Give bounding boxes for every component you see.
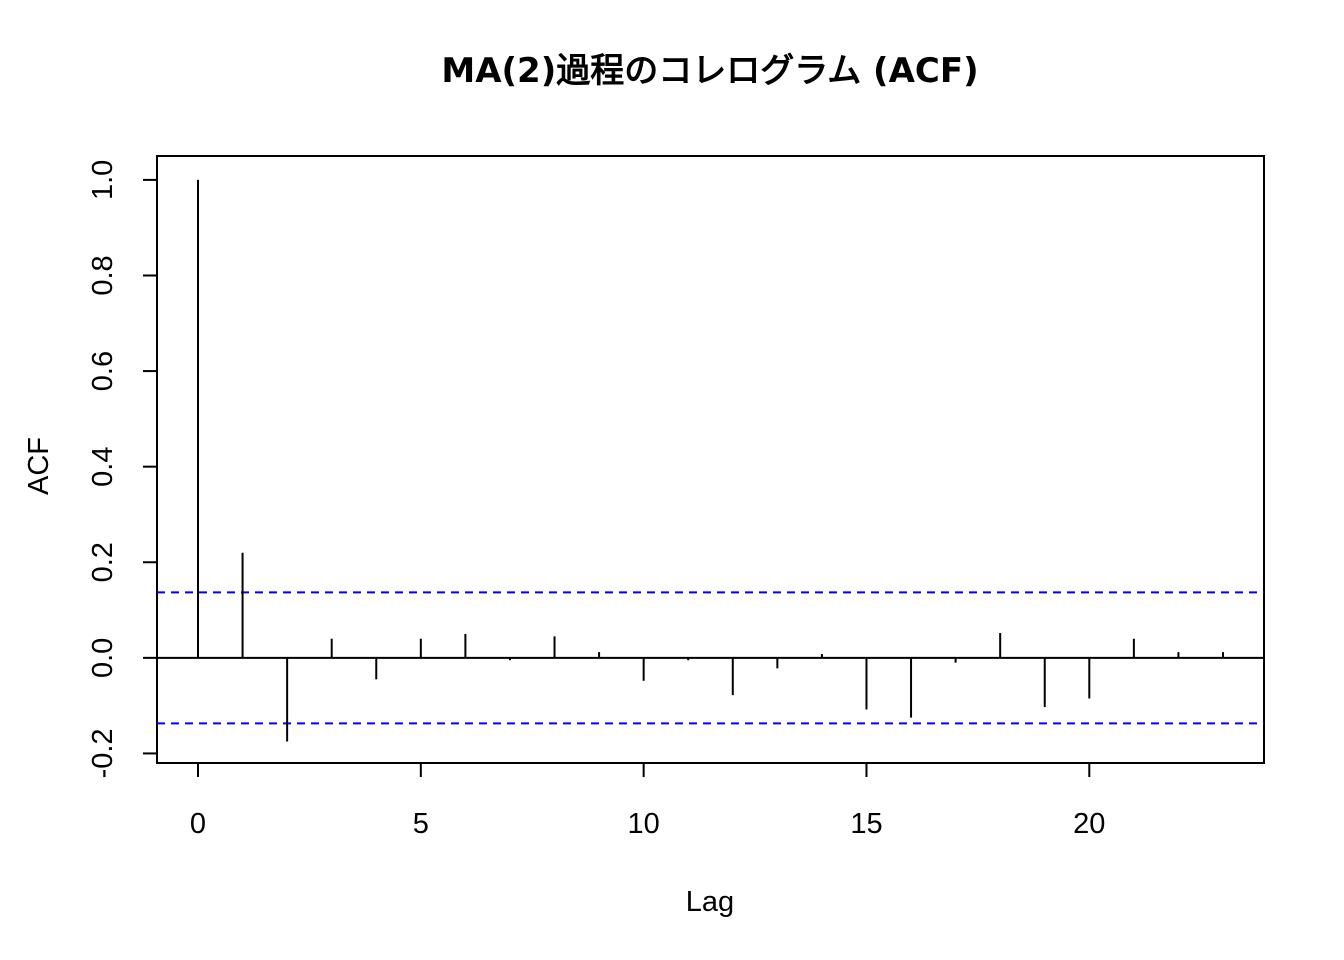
y-tick-label: 0.6	[87, 351, 119, 391]
y-tick-label: -0.2	[87, 728, 119, 778]
y-tick-label: 0.0	[87, 638, 119, 678]
y-tick-label: 1.0	[87, 160, 119, 200]
x-axis: 0 5 10 15 20	[190, 762, 1105, 840]
acf-bars	[197, 179, 1224, 742]
x-axis-label: Lag	[686, 886, 734, 918]
y-axis-label: ACF	[23, 437, 55, 495]
x-tick-label: 20	[1073, 808, 1105, 840]
y-tick-label: 0.4	[87, 447, 119, 487]
y-tick-label: 0.2	[87, 542, 119, 582]
y-axis: -0.2 0.0 0.2 0.4 0.6 0.8 1.0	[87, 160, 158, 778]
x-tick-label: 10	[628, 808, 660, 840]
x-tick-label: 15	[850, 808, 882, 840]
x-tick-label: 0	[190, 808, 206, 840]
x-tick-label: 5	[413, 808, 429, 840]
plot-frame	[156, 155, 1265, 764]
y-tick-label: 0.8	[87, 255, 119, 295]
confidence-bounds	[157, 591, 1264, 725]
chart-title: MA(2)過程のコレログラム (ACF)	[441, 51, 978, 91]
